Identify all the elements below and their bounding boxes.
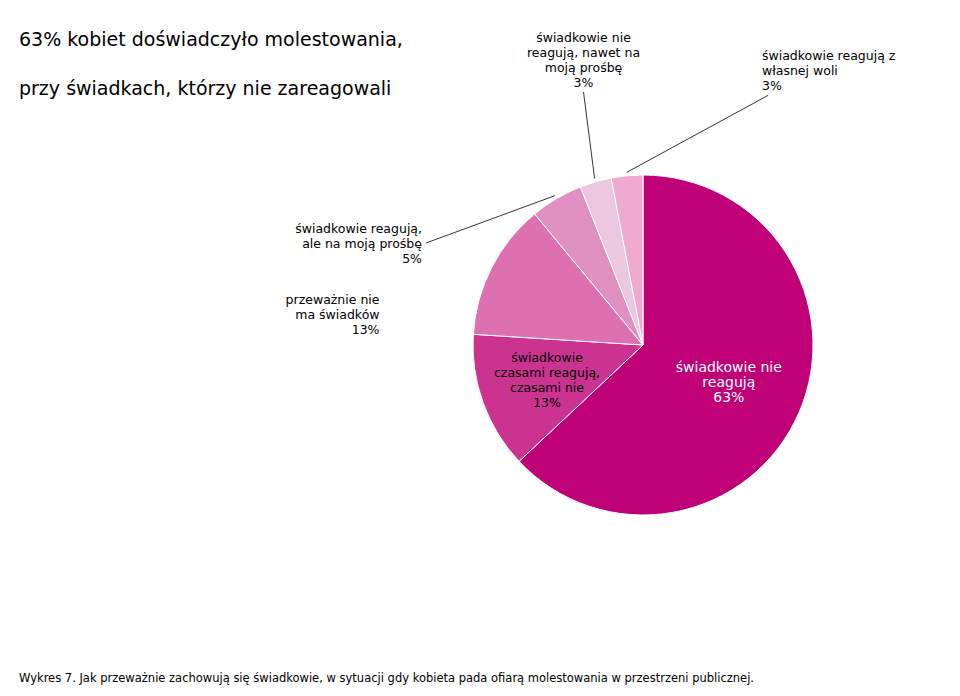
- data-label-line: 3%: [574, 75, 594, 90]
- slices: [473, 175, 813, 515]
- data-label: świadkowie niereagują, nawet namoją proś…: [527, 30, 640, 90]
- title: 63% kobiet doświadczyło molestowania, prz…: [19, 28, 403, 99]
- data-label-line: 3%: [762, 78, 782, 93]
- data-label-line: 13%: [533, 395, 561, 410]
- data-label: świadkowie reagują zwłasnej woli3%: [762, 48, 896, 93]
- data-label: świadkowie reagują,ale na moją prośbę5%: [295, 221, 422, 266]
- data-label-line: reagują: [702, 374, 755, 390]
- leader-line: [584, 92, 595, 178]
- data-label-line: czasami reagują,: [494, 365, 600, 380]
- data-label-line: świadkowie nie: [676, 359, 782, 375]
- data-label-line: 13%: [352, 322, 380, 337]
- chart: 63% kobiet doświadczyło molestowania, prz…: [0, 0, 960, 696]
- title-line: przy świadkach, którzy nie zareagowali: [19, 77, 391, 99]
- data-label: świadkowieczasami reagują,czasami nie13%: [494, 350, 600, 410]
- data-label-line: ma świadków: [295, 307, 379, 322]
- caption: Wykres 7. Jak przeważnie zachowują się ś…: [19, 671, 754, 685]
- data-label-line: świadkowie reagują,: [295, 221, 422, 236]
- data-label-line: 5%: [402, 251, 422, 266]
- slice: [473, 334, 643, 461]
- data-label-line: własnej woli: [762, 63, 838, 78]
- title-line: 63% kobiet doświadczyło molestowania,: [19, 28, 403, 50]
- data-label: świadkowie niereagują63%: [676, 359, 782, 405]
- data-label-line: reagują, nawet na: [527, 45, 640, 60]
- data-label-line: 63%: [713, 389, 744, 405]
- leader-line: [426, 196, 555, 243]
- data-label-line: świadkowie: [511, 350, 583, 365]
- data-label-line: świadkowie nie: [536, 30, 631, 45]
- data-label-line: moją prośbę: [545, 60, 623, 75]
- data-label-line: świadkowie reagują z: [762, 48, 896, 63]
- leader-line: [627, 95, 768, 172]
- labels: świadkowie niereagują63%świadkowieczasam…: [286, 30, 896, 410]
- data-label-line: ale na moją prośbę: [302, 236, 422, 251]
- slice: [611, 175, 643, 345]
- data-label: przeważnie niema świadków13%: [286, 292, 380, 337]
- data-label-line: czasami nie: [510, 380, 584, 395]
- pie: [473, 175, 813, 515]
- data-label-line: przeważnie nie: [286, 292, 380, 307]
